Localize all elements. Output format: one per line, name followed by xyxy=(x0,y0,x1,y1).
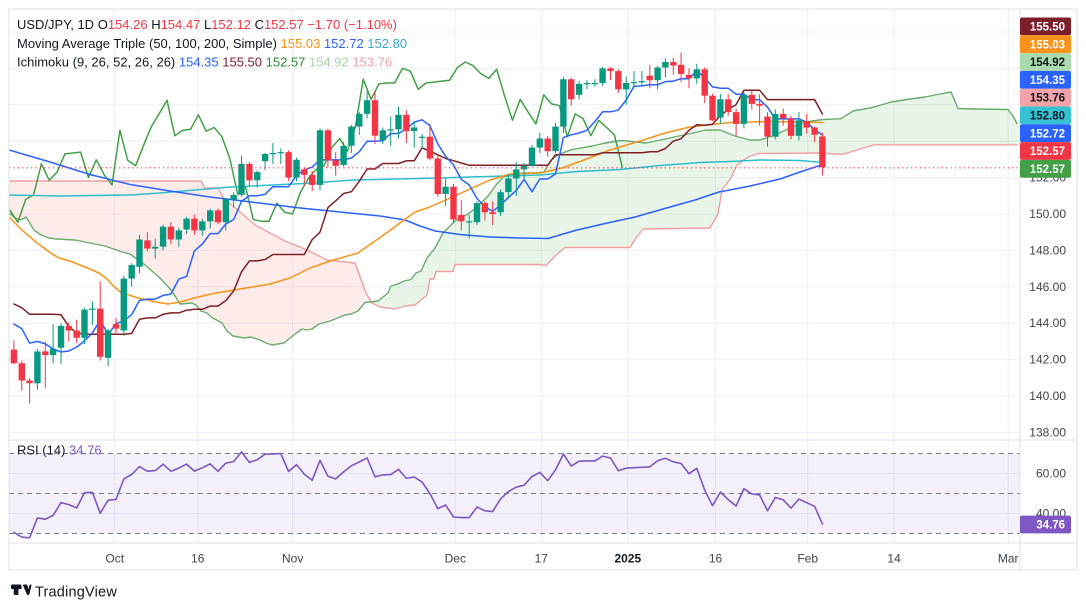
svg-text:34.76: 34.76 xyxy=(1036,520,1065,532)
svg-text:152.57: 152.57 xyxy=(1030,146,1065,158)
svg-text:Nov: Nov xyxy=(282,552,303,566)
svg-text:USD/JPY, 1D O154.26 H154.47: USD/JPY, 1D O154.26 H154.47 L152.12 C152… xyxy=(17,17,397,32)
svg-text:146.00: 146.00 xyxy=(1029,280,1066,294)
svg-text:140.00: 140.00 xyxy=(1029,389,1066,403)
svg-text:Mar: Mar xyxy=(998,552,1019,566)
svg-text:60.00: 60.00 xyxy=(1036,467,1066,481)
svg-text:152.72: 152.72 xyxy=(1030,128,1065,140)
svg-text:14: 14 xyxy=(887,552,901,566)
svg-text:Oct: Oct xyxy=(105,552,124,566)
svg-text:152.57: 152.57 xyxy=(1030,164,1065,176)
svg-text:144.00: 144.00 xyxy=(1029,316,1066,330)
svg-text:148.00: 148.00 xyxy=(1029,243,1066,257)
svg-text:RSI (14) 34.76: RSI (14) 34.76 xyxy=(17,443,102,458)
svg-text:154.92: 154.92 xyxy=(1030,57,1065,69)
svg-text:153.76: 153.76 xyxy=(1030,93,1065,105)
svg-text:2025: 2025 xyxy=(614,552,641,566)
svg-text:138.00: 138.00 xyxy=(1029,425,1066,439)
svg-text:142.00: 142.00 xyxy=(1029,353,1066,367)
svg-text:16: 16 xyxy=(191,552,205,566)
svg-text:17: 17 xyxy=(535,552,549,566)
svg-text:152.80: 152.80 xyxy=(1030,111,1065,123)
svg-text:16: 16 xyxy=(709,552,723,566)
svg-text:TradingView: TradingView xyxy=(35,585,117,601)
svg-text:Moving Average Triple (50, 100: Moving Average Triple (50, 100, 200, Sim… xyxy=(17,36,407,51)
svg-text:155.03: 155.03 xyxy=(1030,39,1065,51)
svg-text:154.35: 154.35 xyxy=(1030,75,1066,87)
svg-text:150.00: 150.00 xyxy=(1029,207,1066,221)
svg-text:Feb: Feb xyxy=(797,552,818,566)
svg-text:Dec: Dec xyxy=(445,552,466,566)
svg-text:Ichimoku (9, 26, 52, 26, 26): Ichimoku (9, 26, 52, 26, 26) 154.35 155.… xyxy=(17,55,392,70)
svg-text:155.50: 155.50 xyxy=(1030,22,1065,34)
